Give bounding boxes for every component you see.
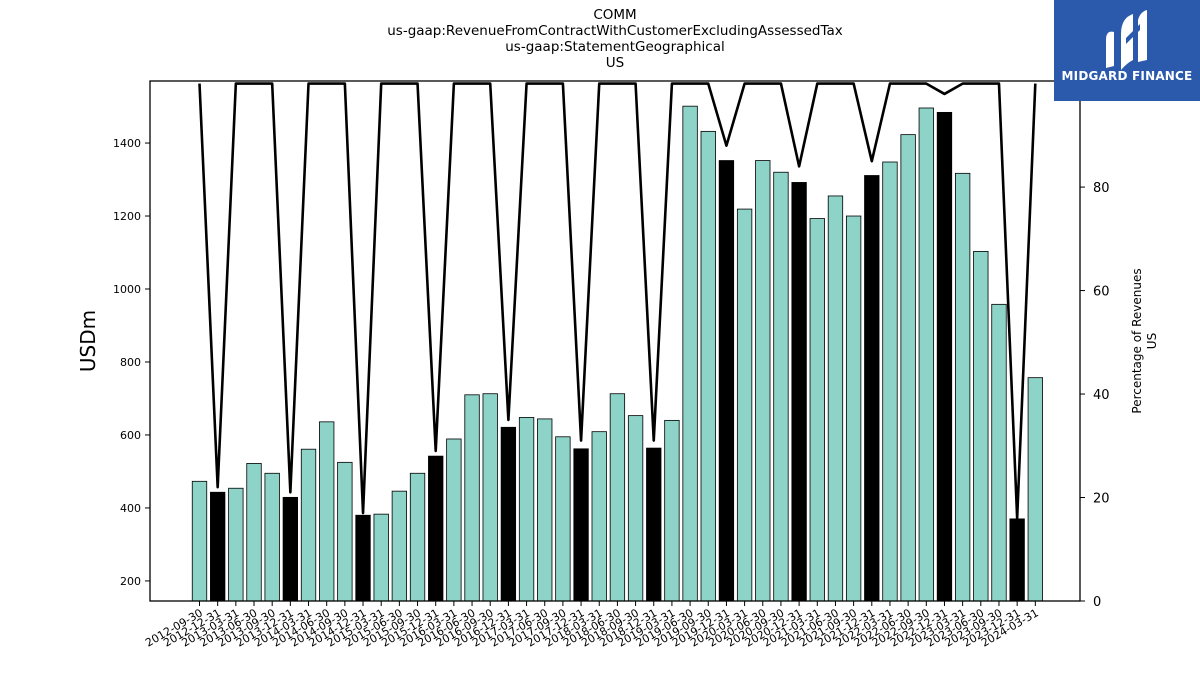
bar-annual-2022-12-31	[936, 111, 953, 602]
y-tick-label-600: 600	[120, 429, 141, 442]
y-tick-label-1400: 1400	[113, 137, 141, 150]
y2-tick-label-80: 80	[1093, 181, 1110, 196]
bar-annual-2019-12-31	[718, 160, 735, 602]
bar-2019-03-31	[664, 419, 680, 602]
bar-annual-2012-12-31	[210, 491, 226, 602]
bar-annual-2018-12-31	[646, 447, 662, 602]
percentage-line-layer	[198, 82, 1037, 520]
bar-2015-09-30	[409, 472, 426, 602]
chart-title: COMM us-gaap:RevenueFromContractWithCust…	[150, 7, 1080, 71]
bar-2021-03-31	[809, 218, 825, 602]
bar-2023-06-30	[973, 251, 989, 602]
chart-title-line-1: COMM	[593, 7, 637, 23]
plot-frame	[149, 80, 1081, 602]
y-tick-label-800: 800	[120, 356, 141, 369]
midgard-m-logo-icon	[1106, 10, 1147, 70]
bar-2021-09-30	[845, 215, 862, 602]
bar-2016-03-31	[446, 438, 462, 602]
chart-title-line-4: US	[605, 55, 625, 71]
bar-2018-09-30	[627, 415, 644, 602]
bar-2020-09-30	[773, 171, 789, 602]
y2-tick-label-60: 60	[1093, 285, 1110, 300]
bar-annual-2014-12-31	[355, 514, 371, 602]
bar-2022-09-30	[918, 107, 934, 602]
bar-2021-06-30	[827, 195, 844, 602]
y-axis-label: USDm	[76, 310, 100, 372]
bar-2022-06-30	[900, 134, 916, 602]
bar-2020-06-30	[755, 160, 771, 602]
logo-text: MIDGARD FINANCE	[1061, 69, 1193, 83]
bar-2018-06-30	[609, 393, 626, 602]
bar-annual-2017-12-31	[573, 448, 589, 602]
bar-2018-03-31	[591, 431, 607, 602]
y-tick-label-1000: 1000	[113, 283, 141, 296]
y-tick-label-200: 200	[120, 575, 141, 588]
bar-annual-2016-12-31	[500, 426, 517, 602]
bar-2019-09-30	[700, 130, 716, 602]
y2-tick-label-40: 40	[1093, 388, 1110, 403]
bar-2017-03-31	[518, 417, 535, 602]
y-tick-label-400: 400	[120, 502, 141, 515]
bar-annual-2020-12-31	[791, 182, 807, 602]
bar-2019-06-30	[682, 105, 698, 602]
bar-2013-09-30	[264, 472, 280, 602]
bar-2020-03-31	[736, 208, 753, 602]
bar-2017-06-30	[537, 418, 553, 602]
bar-annual-2021-12-31	[864, 175, 880, 602]
bars-layer	[191, 105, 1043, 602]
bar-2013-06-30	[246, 463, 262, 602]
bar-2014-06-30	[319, 421, 335, 602]
chart-title-line-3: us-gaap:StatementGeographical	[505, 39, 725, 55]
bar-annual-2015-12-31	[428, 455, 444, 602]
bar-2023-09-30	[991, 303, 1007, 602]
bar-2015-06-30	[391, 490, 408, 602]
y2-tick-label-0: 0	[1093, 595, 1101, 610]
left-y-axis: 200 400 600 800 1000 1200 1400	[113, 137, 150, 588]
bar-2012-09-30	[191, 480, 208, 602]
bar-2022-03-31	[882, 161, 898, 602]
chart-title-line-2: us-gaap:RevenueFromContractWithCustomerE…	[387, 23, 843, 39]
bar-2016-06-30	[464, 394, 480, 602]
right-y-axis: 020406080100	[1080, 78, 1118, 610]
y-tick-label-1200: 1200	[113, 210, 141, 223]
y2-tick-label-20: 20	[1093, 492, 1110, 507]
x-axis: 2012-09-302012-12-312013-03-312013-06-30…	[143, 601, 1041, 650]
bar-annual-2023-12-31	[1009, 518, 1025, 602]
bar-2014-09-30	[337, 461, 353, 602]
bar-2017-09-30	[555, 436, 571, 602]
bar-annual-2013-12-31	[282, 496, 299, 602]
y2-axis-label-line-1: Percentage of Revenues	[1130, 268, 1144, 413]
midgard-finance-logo: MIDGARD FINANCE	[1054, 0, 1200, 101]
percentage-line	[198, 82, 1037, 520]
bar-2015-03-31	[373, 513, 389, 602]
bar-2024-03-31	[1027, 377, 1043, 602]
bar-2023-03-31	[954, 172, 971, 602]
bar-2016-09-30	[482, 393, 498, 602]
bar-2013-03-31	[228, 487, 244, 602]
bar-2014-03-31	[300, 448, 317, 602]
y2-axis-label-line-2: US	[1145, 333, 1159, 349]
